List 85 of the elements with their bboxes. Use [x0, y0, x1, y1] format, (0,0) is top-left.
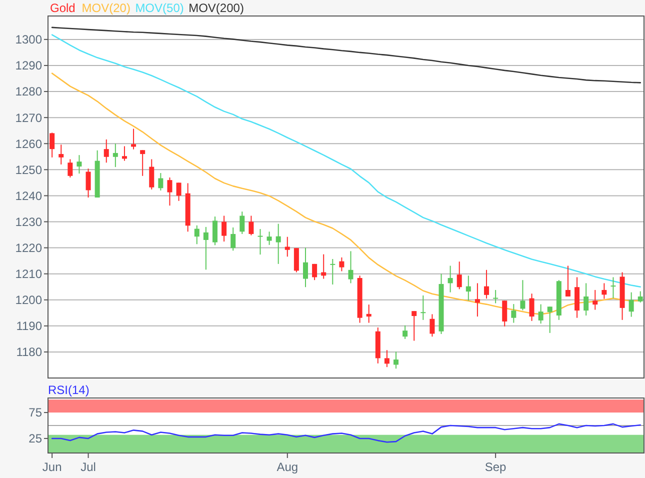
candlestick	[248, 215, 254, 236]
candlestick	[222, 215, 227, 242]
candlestick	[140, 150, 146, 176]
chart-title: RSI(14)	[48, 383, 90, 397]
candlestick	[448, 265, 453, 293]
y-tick-label: 1270	[15, 110, 42, 125]
candlestick	[402, 324, 408, 340]
candlestick	[104, 138, 109, 164]
candlestick	[203, 226, 208, 270]
candlestick	[284, 236, 290, 258]
text: MOV(50)	[135, 1, 184, 15]
candlestick	[565, 265, 570, 297]
candlestick	[547, 306, 552, 334]
text: MOV(20)	[82, 1, 130, 15]
candlestick	[493, 289, 498, 304]
candlestick	[86, 168, 91, 198]
y-tick-label: 1220	[15, 240, 42, 255]
candlestick	[420, 294, 426, 320]
line-series	[51, 423, 642, 443]
candlestick	[294, 248, 299, 273]
candlestick	[149, 158, 154, 190]
text: Gold	[50, 1, 76, 15]
candlestick	[474, 282, 480, 318]
candlestick	[602, 282, 607, 300]
candlestick	[258, 228, 263, 256]
y-tick-label: 25	[28, 432, 42, 446]
candlestick	[520, 280, 526, 311]
candlestick	[230, 226, 236, 252]
candlestick	[538, 304, 544, 324]
candlestick	[167, 176, 172, 206]
candlestick	[412, 310, 417, 342]
y-tick-label: 1300	[15, 32, 42, 47]
candlestick	[158, 172, 164, 191]
candlestick	[574, 276, 580, 318]
series-label: MOV(200)	[188, 1, 244, 15]
candlestick	[430, 314, 435, 338]
candlestick	[511, 304, 516, 324]
y-tick-label: 1250	[15, 162, 42, 177]
candlestick	[50, 132, 55, 158]
candlestick	[584, 282, 589, 316]
candlestick	[384, 350, 390, 368]
candlestick	[484, 269, 490, 300]
candlestick	[529, 293, 534, 322]
y-tick-label: 1200	[15, 293, 42, 308]
candlestick	[240, 211, 245, 234]
x-tick-label: Jul	[80, 460, 96, 474]
y-tick-label: 1230	[15, 214, 42, 229]
candlestick	[339, 256, 344, 272]
candlestick	[112, 143, 118, 168]
candlestick	[638, 290, 643, 303]
candlestick	[394, 351, 399, 370]
y-tick-label: 1290	[15, 58, 42, 73]
candlestick	[276, 223, 281, 264]
candlestick	[592, 289, 598, 310]
y-tick-label: 1280	[15, 84, 42, 99]
candlestick	[68, 158, 73, 178]
y-tick-label: 1180	[16, 345, 42, 360]
candlestick	[194, 224, 200, 245]
candlestick	[122, 146, 127, 162]
y-tick-label: 1190	[16, 319, 42, 334]
candlestick	[366, 304, 372, 324]
y-tick-label: 1260	[15, 136, 42, 151]
x-tick-label: Jun	[42, 460, 62, 474]
candlestick	[330, 258, 336, 286]
candlestick	[212, 216, 218, 246]
y-tick-label: 75	[28, 406, 42, 420]
candlestick	[628, 292, 634, 318]
candlestick	[76, 154, 82, 174]
x-tick-label: Aug	[276, 460, 298, 474]
candlestick	[131, 128, 136, 150]
candlestick	[58, 144, 64, 165]
candlestick	[502, 300, 508, 327]
candlestick	[456, 261, 462, 290]
y-tick-label: 1210	[15, 267, 42, 282]
line-series	[51, 34, 642, 288]
candlestick	[312, 263, 318, 281]
candlestick	[466, 275, 471, 302]
candlestick	[302, 247, 308, 288]
line-series	[51, 26, 642, 84]
candlestick	[610, 276, 616, 299]
candlestick	[176, 182, 182, 202]
y-tick-label: 1240	[15, 188, 42, 203]
x-tick-label: Sep	[484, 460, 507, 474]
candlestick	[266, 231, 272, 246]
candlestick	[348, 250, 354, 284]
